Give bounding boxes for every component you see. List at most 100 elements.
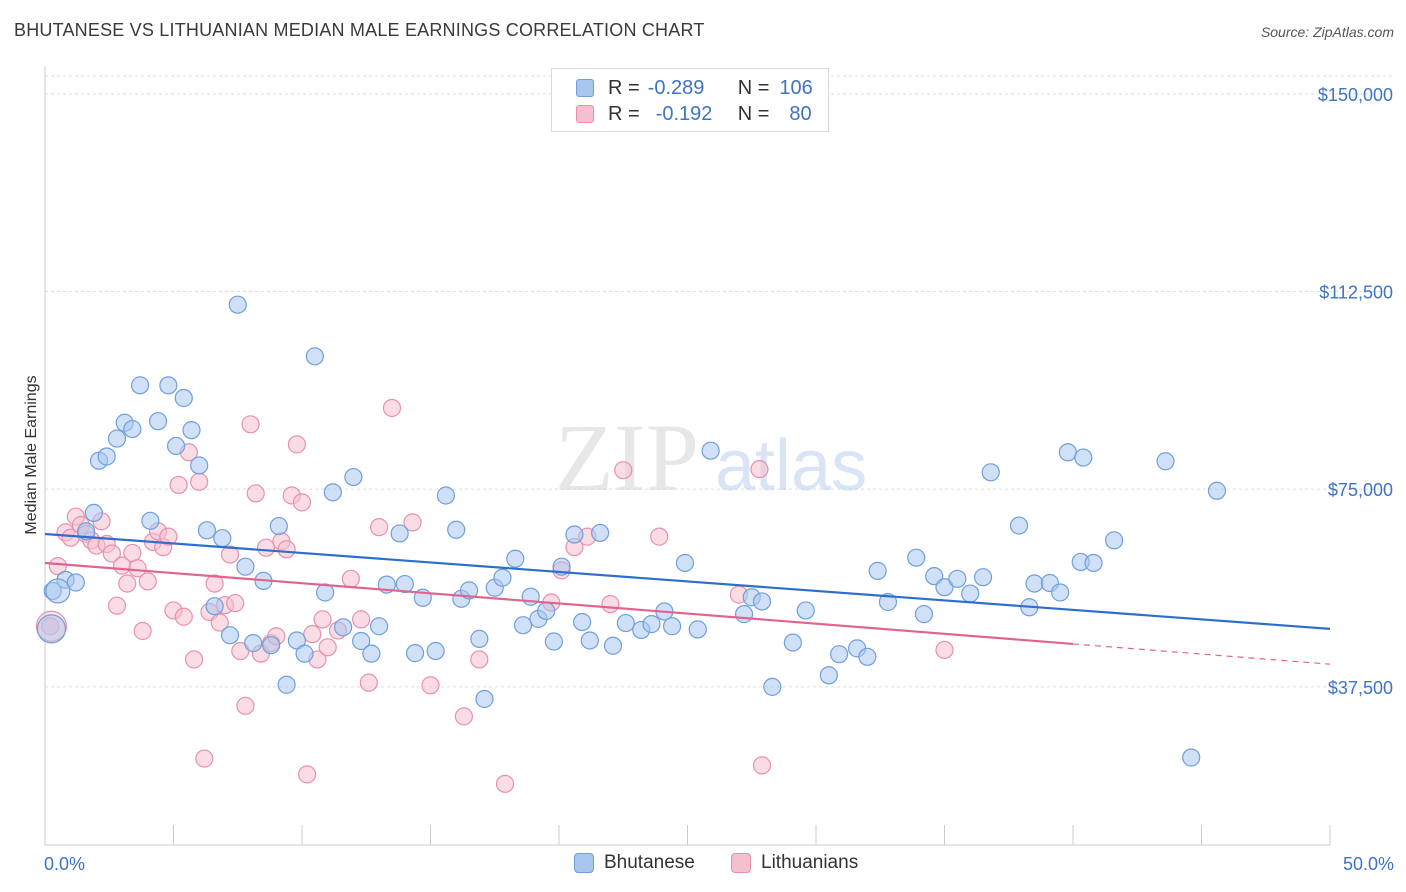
point-lithuanians: [138, 572, 157, 591]
legend-label-bhutanese: Bhutanese: [604, 852, 695, 873]
point-bhutanese: [830, 645, 849, 664]
point-lithuanians: [303, 625, 322, 644]
legend-r-value: -0.289: [647, 76, 705, 99]
y-tick-label: $112,500: [1319, 282, 1393, 302]
legend-row-lithuanians: R = -0.192 N = 80: [576, 101, 812, 127]
point-bhutanese: [305, 347, 324, 366]
legend-swatch-pink: [731, 853, 751, 873]
point-bhutanese: [1058, 443, 1077, 462]
point-lithuanians: [470, 650, 489, 669]
point-bhutanese: [688, 620, 707, 639]
stats-legend: R = -0.289 N = 106 R = -0.192 N = 80: [551, 68, 829, 132]
point-bhutanese: [459, 581, 479, 600]
point-lithuanians: [184, 650, 204, 669]
point-bhutanese: [1182, 748, 1201, 767]
tick-labels: $37,500 $75,000 $112,500 $150,000 0.0% 50.0%: [44, 85, 1394, 874]
point-bhutanese: [783, 633, 802, 652]
point-bhutanese: [1025, 574, 1044, 593]
point-bhutanese: [159, 376, 178, 395]
point-bhutanese: [370, 617, 389, 636]
watermark-zip: ZIP: [555, 404, 699, 511]
point-lithuanians: [118, 574, 137, 593]
point-bhutanese: [148, 412, 168, 431]
y-tick-label: $37,500: [1328, 678, 1393, 698]
point-bhutanese: [182, 421, 201, 440]
point-bhutanese: [395, 574, 414, 594]
point-lithuanians: [614, 461, 633, 480]
point-bhutanese: [405, 644, 425, 663]
point-bhutanese: [352, 631, 371, 651]
point-bhutanese: [77, 522, 96, 541]
point-lithuanians: [256, 538, 276, 557]
point-bhutanese: [981, 463, 1000, 482]
point-bhutanese-large: [36, 614, 67, 644]
point-bhutanese: [914, 605, 934, 624]
point-bhutanese: [616, 613, 635, 633]
watermark: ZIP atlas: [555, 404, 867, 511]
point-bhutanese: [1207, 481, 1227, 500]
point-bhutanese: [66, 573, 85, 592]
point-lithuanians: [454, 707, 474, 726]
legend-item-bhutanese[interactable]: Bhutanese: [574, 852, 695, 874]
point-bhutanese: [907, 548, 926, 567]
point-bhutanese: [470, 629, 489, 648]
point-bhutanese: [948, 569, 967, 588]
point-bhutanese: [344, 467, 363, 487]
legend-row-bhutanese: R = -0.289 N = 106: [576, 75, 813, 101]
series-bhutanese: [36, 295, 1227, 767]
y-tick-label: $75,000: [1328, 480, 1393, 500]
point-bhutanese: [269, 516, 288, 536]
point-lithuanians: [403, 513, 422, 532]
point-lithuanians: [313, 610, 332, 629]
point-bhutanese: [1105, 531, 1124, 550]
point-lithuanians: [174, 607, 193, 626]
source-label: Source: ZipAtlas.com: [1260, 24, 1394, 40]
point-bhutanese: [236, 557, 255, 576]
legend-n-value: 106: [779, 76, 813, 99]
point-bhutanese: [819, 666, 838, 685]
legend-label-lithuanians: Lithuanians: [761, 852, 859, 873]
point-bhutanese: [763, 677, 782, 696]
legend-n-value: 80: [789, 102, 812, 125]
point-lithuanians: [107, 596, 127, 615]
legend-n-label: N =: [737, 76, 770, 99]
x-tick-label-max: 50.0%: [1343, 854, 1394, 874]
point-lithuanians: [128, 559, 147, 578]
point-bhutanese: [603, 636, 623, 655]
point-lithuanians: [241, 415, 260, 434]
point-bhutanese-large: [45, 578, 71, 604]
point-bhutanese: [244, 634, 263, 653]
trend-line-bhutanese: [44, 532, 1331, 630]
point-bhutanese: [141, 511, 160, 530]
legend-item-lithuanians[interactable]: Lithuanians: [731, 852, 858, 874]
point-bhutanese: [642, 615, 661, 634]
point-lithuanians: [226, 593, 245, 613]
point-bhutanese: [573, 612, 592, 632]
point-lithuanians: [298, 765, 317, 784]
y-tick-label: $150,000: [1318, 85, 1393, 105]
point-bhutanese: [796, 601, 815, 620]
point-lithuanians: [159, 527, 178, 546]
point-lithuanians: [495, 774, 515, 793]
point-bhutanese: [675, 553, 695, 573]
legend-r-label: R =: [608, 102, 640, 125]
point-bhutanese: [84, 503, 103, 522]
point-bhutanese: [213, 529, 232, 548]
point-bhutanese: [426, 641, 445, 661]
point-bhutanese: [868, 561, 887, 580]
point-bhutanese: [506, 549, 525, 568]
point-bhutanese: [1009, 516, 1029, 535]
point-lithuanians: [935, 640, 954, 660]
point-bhutanese: [323, 483, 342, 502]
legend-r-value: -0.192: [655, 102, 713, 125]
point-lithuanians: [650, 527, 669, 546]
point-bhutanese: [973, 568, 993, 587]
point-bhutanese: [925, 567, 944, 586]
point-bhutanese: [475, 689, 494, 709]
trend-line-lithuanians: [44, 561, 1074, 646]
point-bhutanese: [197, 521, 217, 540]
point-bhutanese: [544, 632, 563, 651]
point-lithuanians: [287, 435, 306, 454]
point-bhutanese: [174, 388, 193, 408]
